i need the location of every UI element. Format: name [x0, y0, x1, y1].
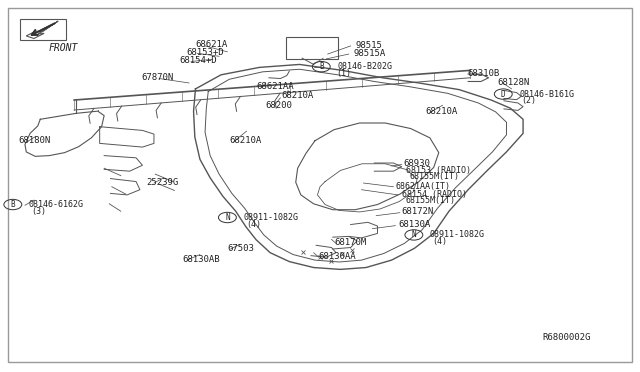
Text: N: N [412, 230, 416, 240]
Text: 67870N: 67870N [141, 73, 173, 82]
Text: 68180N: 68180N [19, 136, 51, 145]
Text: B: B [319, 62, 324, 71]
Text: 68130AA: 68130AA [319, 252, 356, 261]
Text: 68130A: 68130A [398, 221, 430, 230]
Text: 68210A: 68210A [426, 108, 458, 116]
Text: B: B [10, 200, 15, 209]
Text: D: D [501, 90, 506, 99]
Text: 68154 (RADIO): 68154 (RADIO) [402, 190, 467, 199]
Text: 68154+D: 68154+D [179, 56, 217, 65]
Text: 68621AA(IT): 68621AA(IT) [396, 182, 451, 190]
Text: 68310B: 68310B [467, 69, 499, 78]
Text: FRONT: FRONT [49, 43, 78, 53]
Text: (4): (4) [246, 220, 262, 229]
Text: 98515A: 98515A [353, 49, 385, 58]
Text: 68170M: 68170M [334, 238, 366, 247]
Text: (4): (4) [432, 237, 447, 246]
Text: 68621A: 68621A [195, 40, 228, 49]
Text: 08146-6162G: 08146-6162G [29, 200, 84, 209]
Text: 68210A: 68210A [229, 136, 262, 145]
Text: 68200: 68200 [266, 101, 292, 110]
Text: 08146-B161G: 08146-B161G [519, 90, 574, 99]
Polygon shape [26, 21, 58, 38]
Text: N: N [225, 213, 230, 222]
Text: 68153 (RADIO): 68153 (RADIO) [406, 166, 471, 175]
Text: 08146-B202G: 08146-B202G [337, 62, 392, 71]
Text: (3): (3) [31, 208, 46, 217]
Text: R6800002G: R6800002G [542, 333, 591, 342]
Text: 68153+D: 68153+D [186, 48, 223, 57]
Text: 98515: 98515 [355, 41, 382, 50]
Text: 68172N: 68172N [402, 208, 434, 217]
Text: 68210A: 68210A [282, 91, 314, 100]
Text: 68930: 68930 [403, 158, 430, 167]
FancyBboxPatch shape [20, 19, 66, 40]
Text: 68621AA: 68621AA [256, 82, 294, 91]
Text: 68130AB: 68130AB [182, 255, 220, 264]
Text: (1): (1) [336, 69, 351, 78]
Text: 08911-1082G: 08911-1082G [243, 213, 298, 222]
Text: 68155M(IT): 68155M(IT) [410, 172, 460, 181]
Text: 08911-1082G: 08911-1082G [430, 230, 485, 240]
FancyBboxPatch shape [285, 37, 338, 59]
Text: 68155M(IT): 68155M(IT) [406, 196, 456, 205]
Text: (2): (2) [521, 96, 536, 105]
Text: 67503: 67503 [227, 244, 254, 253]
Text: 68128N: 68128N [497, 78, 530, 87]
Text: 25239G: 25239G [147, 178, 179, 187]
